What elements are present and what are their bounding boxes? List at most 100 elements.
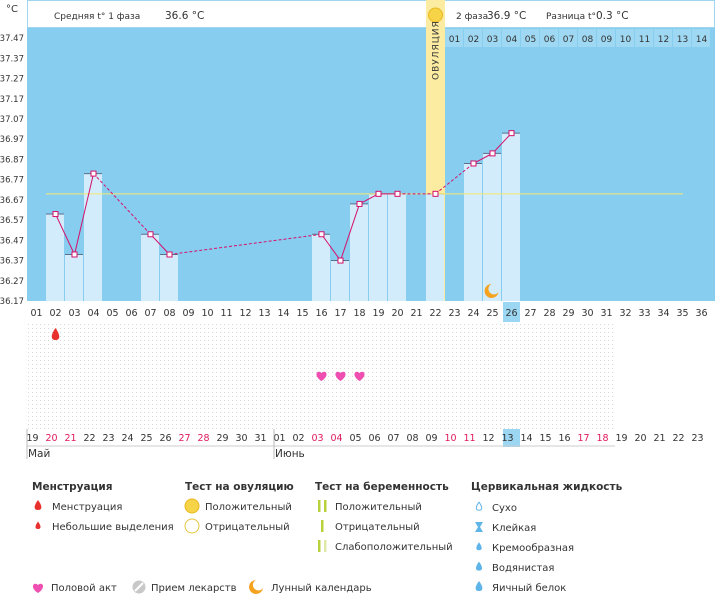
date-label: 24 xyxy=(122,433,134,444)
menstruation-icon xyxy=(34,500,42,510)
cycle-day-label: 31 xyxy=(600,308,612,319)
cycle-day-label: 19 xyxy=(372,308,384,319)
intercourse-heart-icon xyxy=(354,371,365,381)
date-label: 21 xyxy=(654,433,666,444)
phase2-day-label: 05 xyxy=(525,35,536,45)
temp-line-segment xyxy=(169,233,322,255)
phase2-day-cell xyxy=(559,29,577,47)
intercourse-heart-icon xyxy=(316,371,327,381)
menstruation-drop-icon xyxy=(51,328,60,340)
phase2-day-cell xyxy=(578,29,596,47)
month-label: Май xyxy=(28,448,50,460)
cycle-day-label: 13 xyxy=(258,308,270,319)
ovulation-sun-icon xyxy=(428,7,443,23)
date-label: 21 xyxy=(65,433,77,444)
temp-line-segment xyxy=(340,203,360,261)
y-tick-label: 36.87 xyxy=(0,155,24,165)
legend-cervical-item: Сухо xyxy=(492,503,517,514)
temp-bar xyxy=(65,254,83,301)
temp-line-segment xyxy=(473,152,493,164)
date-label: 22 xyxy=(673,433,685,444)
cycle-day-label: 02 xyxy=(49,308,61,319)
temp-point xyxy=(508,130,515,137)
temp-bar xyxy=(502,133,520,301)
temp-line-segment xyxy=(55,213,75,255)
cycle-day-label: 32 xyxy=(619,308,631,319)
temp-point xyxy=(71,251,78,258)
date-label: 28 xyxy=(198,433,210,444)
cycle-day-label: 23 xyxy=(448,308,460,319)
date-label: 15 xyxy=(540,433,552,444)
temp-line-segment xyxy=(492,132,512,154)
date-label: 27 xyxy=(179,433,191,444)
date-label: 17 xyxy=(578,433,590,444)
legend-cervical-item: Яичный белок xyxy=(492,583,566,594)
header-box xyxy=(27,0,715,28)
cycle-day-label: 33 xyxy=(638,308,650,319)
cycle-day-label: 10 xyxy=(201,308,213,319)
y-tick-label: 36.17 xyxy=(0,297,24,307)
cycle-day-label: 30 xyxy=(581,308,593,319)
legend-pregnancy-title: Тест на беременность xyxy=(315,481,449,493)
cycle-day-label: 26 xyxy=(505,308,517,319)
phase2-day-label: 06 xyxy=(544,35,556,45)
pregnancy-weak-icon xyxy=(324,540,327,552)
phase2-day-label: 13 xyxy=(677,35,688,45)
phase2-day-label: 03 xyxy=(487,35,498,45)
phase2-day-cell xyxy=(673,29,691,47)
phase-diff-value: 0.3 °C xyxy=(596,10,629,22)
temp-line-segment xyxy=(321,233,341,261)
ovulation-label: ОВУЛЯЦИЯ xyxy=(432,20,442,80)
y-tick-label: 36.37 xyxy=(0,257,24,267)
temp-line-segment xyxy=(74,173,94,255)
sticky-icon xyxy=(475,522,483,532)
phase2-day-cell xyxy=(692,29,710,47)
temp-bar xyxy=(464,163,482,301)
temp-bar xyxy=(331,260,349,301)
cycle-day-label: 01 xyxy=(30,308,42,319)
phase2-day-label: 04 xyxy=(506,35,518,45)
phase2-day-cell xyxy=(540,29,558,47)
phase2-day-cell xyxy=(445,29,463,47)
phase2-value: 36.9 °C xyxy=(487,10,526,22)
cycle-day-label: 21 xyxy=(410,308,422,319)
phase2-day-cell xyxy=(521,29,539,47)
phase2-day-cell xyxy=(654,29,672,47)
phase2-day-cell xyxy=(597,29,615,47)
y-tick-label: 36.47 xyxy=(0,236,24,246)
legend-ovulation-item: Положительный xyxy=(205,502,292,513)
date-label: 10 xyxy=(445,433,457,444)
legend-menstruation-item: Небольшие выделения xyxy=(52,522,174,533)
pregnancy-positive-icon xyxy=(318,500,321,512)
date-label: 16 xyxy=(559,433,571,444)
cycle-day-label: 27 xyxy=(524,308,536,319)
cycle-day-label: 06 xyxy=(125,308,137,319)
y-tick-label: 36.97 xyxy=(0,135,24,145)
cycle-day-label: 15 xyxy=(296,308,308,319)
cycle-day-label: 04 xyxy=(87,308,99,319)
intercourse-heart-icon xyxy=(335,371,346,381)
y-tick-label: 37.47 xyxy=(0,34,24,44)
temp-bar xyxy=(350,203,368,301)
temp-bar xyxy=(160,254,178,301)
phase2-label: 2 фаза xyxy=(456,12,488,22)
legend-cervical-item: Клейкая xyxy=(492,523,536,534)
legend-menstruation-title: Менструация xyxy=(32,481,112,493)
medication-icon-stripe xyxy=(134,582,144,592)
legend-pregnancy-item: Отрицательный xyxy=(335,522,420,533)
date-label: 29 xyxy=(217,433,229,444)
cycle-day-label: 03 xyxy=(68,308,80,319)
pregnancy-negative-icon xyxy=(321,520,324,532)
legend-menstruation-item: Менструация xyxy=(52,502,122,513)
temp-bar xyxy=(483,153,501,301)
cycle-day-label: 36 xyxy=(695,308,707,319)
phase2-day-cell xyxy=(616,29,634,47)
cycle-day-label: 28 xyxy=(543,308,555,319)
cycle-day-label: 05 xyxy=(106,308,118,319)
y-tick-label: 37.17 xyxy=(0,95,24,105)
cycle-day-label: 14 xyxy=(277,308,289,319)
cycle-day-label: 35 xyxy=(676,308,688,319)
date-label: 19 xyxy=(27,433,39,444)
